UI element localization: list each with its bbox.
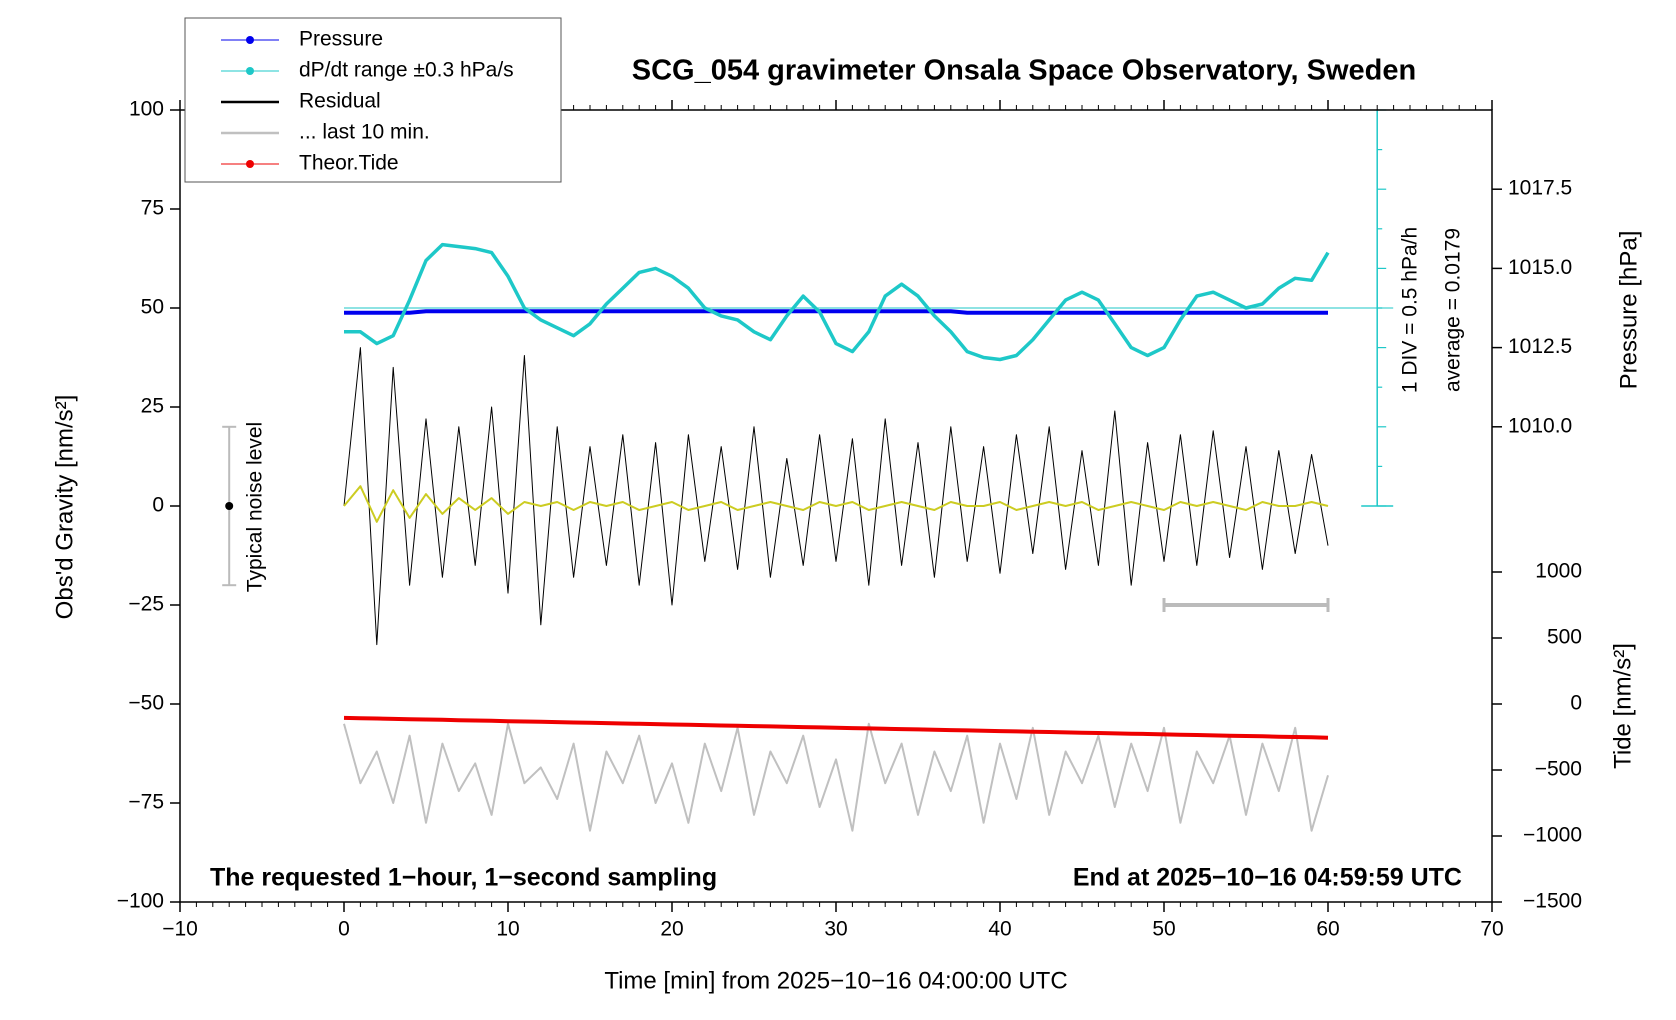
- legend-label: ... last 10 min.: [299, 121, 430, 144]
- legend-marker: [246, 67, 254, 75]
- series-line: [343, 715, 1329, 740]
- x-tick-label: 70: [1480, 918, 1503, 941]
- y-tick-label: −100: [117, 890, 164, 913]
- legend-label: Pressure: [299, 28, 383, 51]
- series-line: [344, 309, 1328, 315]
- series-line: [343, 485, 1329, 523]
- y-tick-label: 75: [141, 197, 164, 220]
- y-tick-label: −50: [128, 692, 164, 715]
- x-tick-label: 20: [660, 918, 683, 941]
- annotation: End at 2025−10−16 04:59:59 UTC: [1073, 864, 1462, 892]
- y3-tick-label: 500: [1547, 626, 1582, 649]
- y-tick-label: 50: [141, 296, 164, 319]
- annotation: average = 0.0179: [1442, 228, 1465, 392]
- tide-axis-label: Tide [nm/s²]: [1609, 643, 1636, 769]
- y3-tick-label: 0: [1570, 692, 1582, 715]
- y-tick-label: −25: [128, 593, 164, 616]
- x-tick-label: 60: [1316, 918, 1339, 941]
- y3-tick-label: −1000: [1523, 824, 1582, 847]
- y2-tick-label: 1015.0: [1508, 256, 1572, 279]
- x-tick-label: 40: [988, 918, 1011, 941]
- x-tick-label: −10: [162, 918, 198, 941]
- annotation: 1 DIV = 0.5 hPa/h: [1399, 227, 1422, 393]
- series-line: [343, 347, 1329, 646]
- y-tick-label: 25: [141, 395, 164, 418]
- y2-tick-label: 1012.5: [1508, 335, 1572, 358]
- legend-marker: [246, 160, 254, 168]
- y2-tick-label: 1017.5: [1508, 177, 1572, 200]
- x-tick-label: 0: [338, 918, 350, 941]
- y-axis-label: Obs'd Gravity [nm/s²]: [51, 395, 78, 620]
- x-tick-label: 50: [1152, 918, 1175, 941]
- x-tick-label: 30: [824, 918, 847, 941]
- y-tick-label: 0: [152, 494, 164, 517]
- legend-label: Residual: [299, 90, 381, 113]
- x-tick-label: 10: [496, 918, 519, 941]
- chart-title: SCG_054 gravimeter Onsala Space Observat…: [632, 55, 1416, 87]
- y3-tick-label: −1500: [1523, 890, 1582, 913]
- annotation: The requested 1−hour, 1−second sampling: [210, 864, 717, 892]
- noise-dot: [225, 502, 234, 510]
- y-tick-label: 100: [129, 98, 164, 121]
- y-tick-label: −75: [128, 791, 164, 814]
- series-line: [344, 242, 1330, 362]
- legend-marker: [246, 36, 254, 44]
- series-line: [343, 722, 1329, 832]
- y3-tick-label: 1000: [1535, 560, 1582, 583]
- y3-tick-label: −500: [1535, 758, 1582, 781]
- legend-box: [184, 17, 562, 183]
- legend-label: dP/dt range ±0.3 hPa/s: [299, 59, 514, 82]
- noise-label: Typical noise level: [244, 422, 267, 592]
- x-axis-label: Time [min] from 2025−10−16 04:00:00 UTC: [604, 967, 1067, 994]
- legend-label: Theor.Tide: [299, 152, 399, 175]
- pressure-axis-label: Pressure [hPa]: [1615, 231, 1642, 390]
- y2-tick-label: 1010.0: [1508, 414, 1572, 437]
